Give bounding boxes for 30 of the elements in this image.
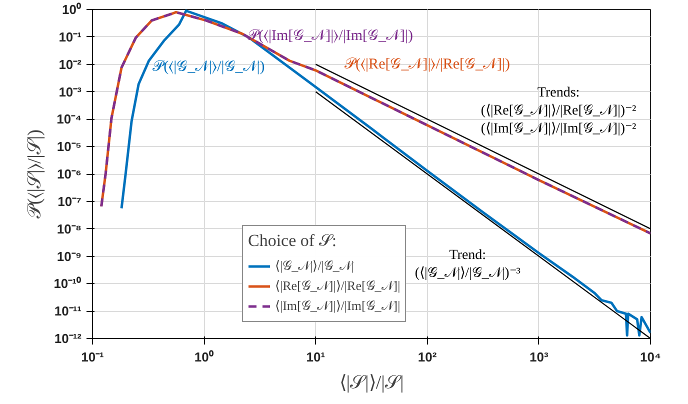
y-tick-label: 10⁻² bbox=[58, 56, 82, 72]
annotation: Trend: (⟨|𝒢_𝒩|⟩/|𝒢_𝒩|)⁻³ bbox=[414, 248, 520, 282]
y-axis-title: 𝒫(⟨|𝒮|⟩/|𝒮|) bbox=[24, 129, 46, 219]
x-tick-label: 10⁻¹ bbox=[81, 350, 104, 364]
y-tick-label: 10⁰ bbox=[62, 2, 82, 17]
legend-title: Choice of 𝒮: bbox=[248, 231, 338, 251]
annotation: 𝒫(⟨|𝒢_𝒩|⟩/|𝒢_𝒩|) bbox=[152, 58, 265, 75]
x-tick-label: 10¹ bbox=[306, 350, 326, 364]
annotation: Trends: (⟨|Re[𝒢_𝒩]|⟩/|Re[𝒢_𝒩]|)⁻² (⟨|Im[𝒢_𝒩]|⟩/|Im[𝒢_𝒩]|)⁻² bbox=[480, 85, 636, 136]
y-tick-label: 10⁻¹¹ bbox=[54, 304, 82, 319]
y-tick-label: 10⁻⁵ bbox=[56, 139, 82, 154]
x-tick-label: 10³ bbox=[530, 350, 549, 364]
annotation: 𝒫(⟨|Im[𝒢_𝒩]|⟩/|Im[𝒢_𝒩]|) bbox=[248, 28, 413, 44]
y-tick-label: 10⁻⁷ bbox=[58, 194, 82, 209]
y-tick-label: 10⁻⁸ bbox=[56, 221, 82, 236]
legend-label: ⟨|Re[𝒢_𝒩]|⟩/|Re[𝒢_𝒩]| bbox=[275, 278, 400, 294]
y-tick-label: 10⁻¹² bbox=[54, 331, 82, 346]
x-tick-label: 10² bbox=[418, 350, 438, 364]
y-tick-label: 10⁻¹⁰ bbox=[54, 276, 82, 292]
y-tick-label: 10⁻³ bbox=[58, 84, 82, 100]
legend-label: ⟨|Im[𝒢_𝒩]|⟩/|Im[𝒢_𝒩]| bbox=[275, 298, 400, 314]
x-axis-title: ⟨|𝒮|⟩/|𝒮| bbox=[339, 372, 404, 394]
legend-label: ⟨|𝒢_𝒩|⟩/|𝒢_𝒩| bbox=[275, 258, 354, 274]
y-tick-label: 10⁻⁴ bbox=[56, 112, 82, 127]
y-tick-label: 10⁻⁶ bbox=[57, 166, 82, 182]
annotation: 𝒫(⟨|Re[𝒢_𝒩]|⟩/|Re[𝒢_𝒩]|) bbox=[344, 56, 510, 72]
y-tick-label: 10⁻⁹ bbox=[56, 248, 82, 264]
x-tick-label: 10⁰ bbox=[194, 350, 214, 364]
x-tick-label: 10⁴ bbox=[640, 350, 661, 364]
y-tick-label: 10⁻¹ bbox=[58, 29, 82, 44]
